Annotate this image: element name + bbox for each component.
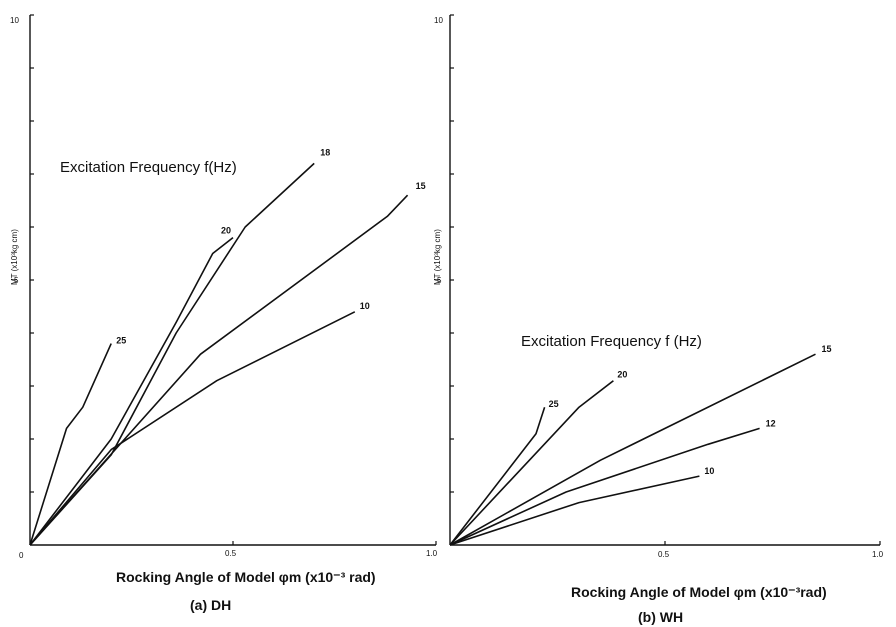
panel-b-series-line-20 xyxy=(449,380,614,546)
panel-b: 5 10 0.5 1.0 MT (x10³kg cm) Excitation F… xyxy=(433,14,884,625)
panel-b-series-label-12: 12 xyxy=(766,418,776,428)
panel-b-series-line-10 xyxy=(449,475,700,546)
panel-b-y-tick-label-5: 5 xyxy=(437,276,442,285)
panel-a-y-axis-label: MT (x10³kg cm) xyxy=(10,229,19,285)
panel-b-x-axis-label: Rocking Angle of Model φm (x10⁻³rad) xyxy=(571,584,827,600)
panel-a-series-label-10: 10 xyxy=(360,301,370,311)
panel-b-series-label-15: 15 xyxy=(822,344,832,354)
panel-a-series-label-20: 20 xyxy=(221,226,231,236)
panel-b-x-ticks xyxy=(664,541,881,545)
panel-a-x-tick-label-0: 0 xyxy=(19,551,24,560)
panel-a-series-line-25 xyxy=(29,343,112,546)
panel-b-series-line-15 xyxy=(449,353,816,546)
panel-a-series-label-25: 25 xyxy=(116,336,126,346)
panel-a-series-line-20 xyxy=(29,236,234,546)
panel-a-y-ticks xyxy=(30,14,34,493)
panel-b-series-line-12 xyxy=(449,427,760,546)
panel-b-caption: (b) WH xyxy=(638,609,683,625)
panel-b-series-label-10: 10 xyxy=(704,466,714,476)
panel-a-x-axis-label: Rocking Angle of Model φm (x10⁻³ rad) xyxy=(116,569,376,585)
panel-a-series-label-18: 18 xyxy=(320,147,330,157)
panel-a-x-tick-label-1-0: 1.0 xyxy=(426,549,438,558)
panel-a-x-tick-label-0-5: 0.5 xyxy=(225,549,237,558)
panel-a-series-line-15 xyxy=(29,194,409,546)
panel-b-series-line-25 xyxy=(449,406,546,546)
panel-b-y-tick-label-10: 10 xyxy=(434,16,443,25)
panel-b-x-tick-label-0-5: 0.5 xyxy=(658,550,670,559)
panel-a-series: 25 20 18 15 10 xyxy=(29,147,426,546)
panel-b-y-axis-label: MT (x10³kg cm) xyxy=(433,229,442,285)
panel-b-annotation: Excitation Frequency f (Hz) xyxy=(521,333,702,350)
panel-a-series-line-10 xyxy=(29,311,356,546)
panel-b-series: 25 20 15 12 10 xyxy=(449,344,832,546)
panel-a-y-tick-label-5: 5 xyxy=(14,276,19,285)
panel-a-annotation: Excitation Frequency f(Hz) xyxy=(60,159,237,176)
panel-a: 5 10 0 0.5 1.0 MT (x10³kg cm) Excitation… xyxy=(10,14,438,613)
panel-b-series-label-20: 20 xyxy=(617,370,627,380)
panel-a-series-label-15: 15 xyxy=(416,181,426,191)
panel-b-x-tick-label-1-0: 1.0 xyxy=(872,550,884,559)
panel-a-x-ticks xyxy=(232,541,437,545)
panel-b-series-label-25: 25 xyxy=(549,399,559,409)
panel-a-y-tick-label-10: 10 xyxy=(10,16,19,25)
panel-a-caption: (a) DH xyxy=(190,597,231,613)
panel-b-y-ticks xyxy=(450,14,454,493)
